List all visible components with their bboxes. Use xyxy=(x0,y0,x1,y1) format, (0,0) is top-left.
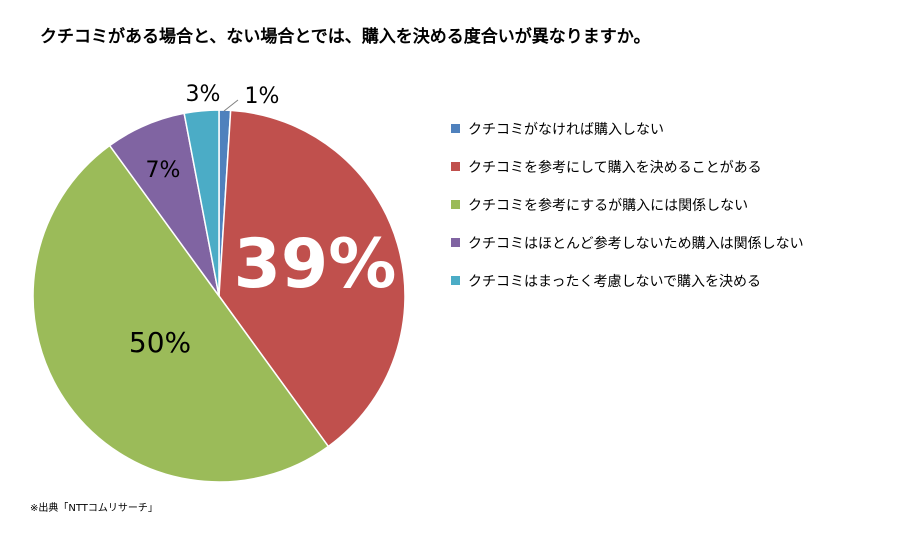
legend-swatch xyxy=(451,276,460,285)
slice-data-label: 7% xyxy=(146,158,181,183)
legend-label: クチコミがなければ購入しない xyxy=(468,122,664,138)
legend-label: クチコミを参考にして購入を決めることがある xyxy=(468,159,762,176)
legend-label: クチコミを参考にするが購入には関係しない xyxy=(468,197,748,214)
legend-swatch xyxy=(451,238,460,247)
slice-data-label: 39% xyxy=(234,225,397,304)
pie-slice xyxy=(183,109,220,297)
legend-swatch xyxy=(451,200,460,209)
leader-line xyxy=(223,99,239,112)
legend: クチコミがなければ購入しないクチコミを参考にして購入を決めることがあるクチコミを… xyxy=(451,122,804,290)
pie-slice xyxy=(218,109,406,448)
pie-slice xyxy=(32,144,330,483)
legend-swatch xyxy=(451,162,460,171)
legend-swatch xyxy=(451,124,460,133)
slice-data-label: 1% xyxy=(245,84,280,109)
pie-data-labels: 1% 39% 50% 7% 3% xyxy=(129,82,397,359)
slice-data-label: 50% xyxy=(129,326,191,359)
legend-label: クチコミはほとんど参考しないため購入は関係しない xyxy=(468,235,804,252)
legend-label: クチコミはまったく考慮しないで購入を決める xyxy=(468,274,761,290)
source-note: ※出典「NTTコムリサーチ」 xyxy=(30,501,158,514)
pie-slices xyxy=(32,109,406,483)
chart-title: クチコミがある場合と、ない場合とでは、購入を決める度合いが異なりますか。 xyxy=(40,26,650,47)
slice-data-label: 3% xyxy=(186,82,221,107)
